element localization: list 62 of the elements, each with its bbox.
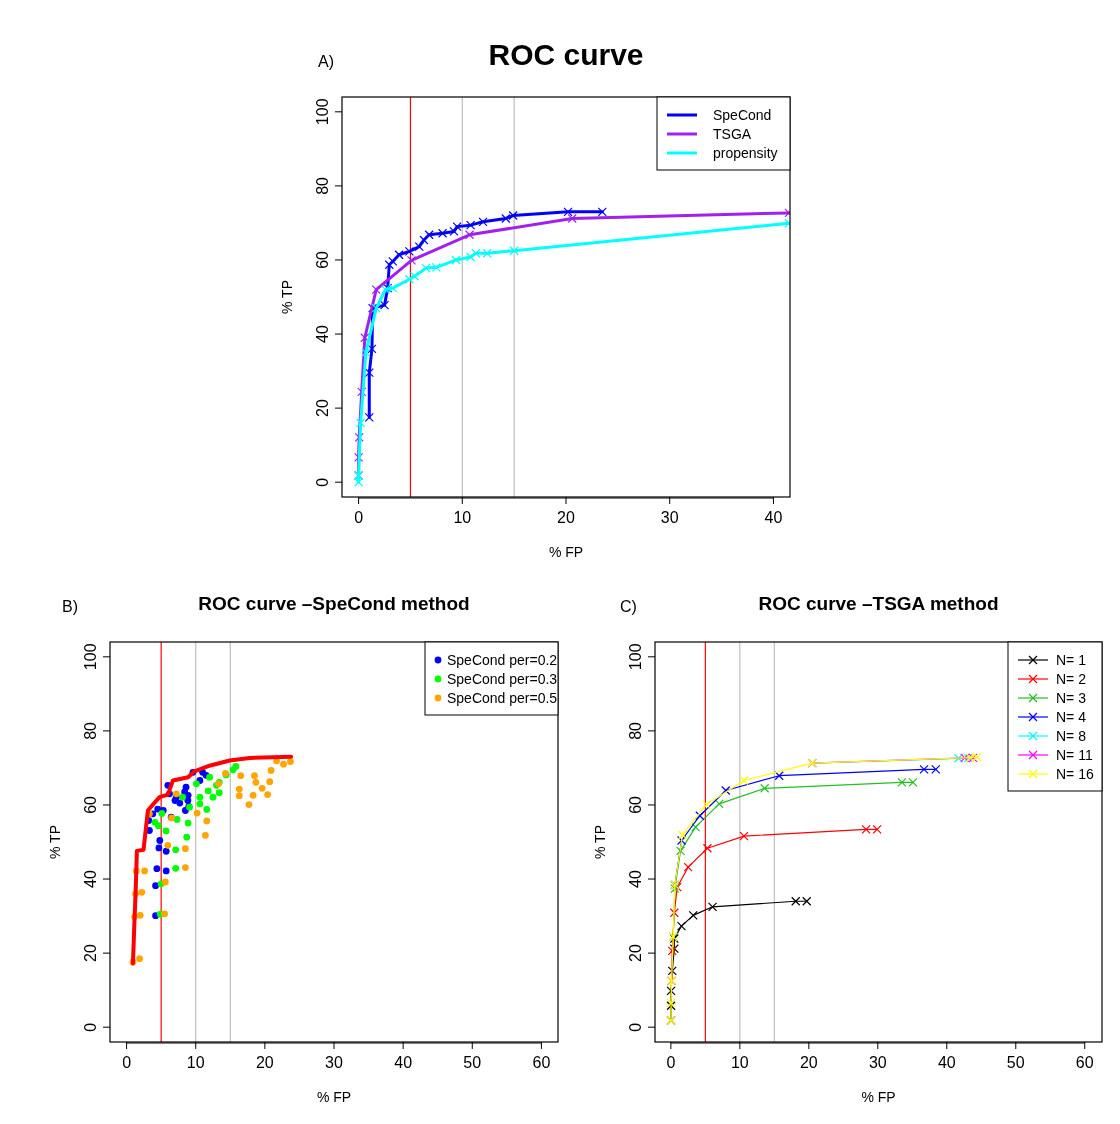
text: B)	[62, 598, 78, 615]
chart-title: ROC curve –SpeCond method	[198, 593, 470, 614]
x-tick-label: 10	[730, 1054, 749, 1071]
x-tick-label: 10	[453, 509, 472, 526]
y-tick-label: 80	[627, 721, 644, 740]
x-tick-label: 20	[255, 1054, 274, 1071]
y-tick-label: 20	[627, 944, 644, 963]
legend-label: SpeCond per=0.5	[447, 690, 558, 706]
chart-title: ROC curve –TSGA method	[758, 593, 999, 614]
y-tick-label: 100	[314, 98, 331, 126]
x-tick-label: 60	[532, 1054, 551, 1071]
y-tick-label: 40	[627, 870, 644, 888]
x-axis-title: % FP	[861, 1089, 896, 1105]
x-tick-label: 50	[463, 1054, 482, 1071]
y-axis-title: % TP	[279, 280, 295, 314]
legend-label: N= 16	[1056, 766, 1094, 782]
y-axis-title: % TP	[592, 825, 608, 859]
legend-label: TSGA	[713, 126, 752, 142]
y-tick-label: 0	[627, 1022, 644, 1032]
y-tick-label: 60	[82, 795, 99, 814]
y-tick-label: 100	[82, 643, 99, 671]
x-tick-label: 40	[394, 1054, 413, 1071]
x-axis-title: % FP	[316, 1089, 352, 1105]
x-tick-label: 0	[354, 509, 364, 526]
x-tick-label: 50	[1006, 1054, 1025, 1071]
x-tick-label: 40	[937, 1054, 956, 1071]
x-tick-label: 60	[1075, 1054, 1094, 1071]
text: A)	[318, 53, 334, 70]
y-tick-label: 80	[314, 176, 331, 195]
y-tick-label: 80	[82, 721, 99, 740]
legend-label: N= 2	[1056, 671, 1087, 687]
y-tick-label: 20	[82, 944, 99, 963]
legend-label: N= 8	[1056, 728, 1087, 744]
y-tick-label: 40	[82, 870, 99, 888]
x-tick-label: 10	[186, 1054, 205, 1071]
x-tick-label: 20	[799, 1054, 818, 1071]
y-tick-label: 60	[627, 795, 644, 814]
x-tick-label: 30	[325, 1054, 343, 1071]
text: C)	[620, 598, 637, 615]
y-tick-label: 60	[314, 250, 331, 269]
y-tick-label: 0	[82, 1022, 99, 1032]
x-tick-label: 30	[868, 1054, 887, 1071]
legend-label: N= 1	[1056, 652, 1087, 668]
legend-label: SpeCond per=0.2	[447, 652, 558, 668]
y-tick-label: 0	[314, 477, 331, 487]
x-tick-label: 20	[557, 509, 575, 526]
x-tick-label: 0	[122, 1054, 132, 1071]
y-tick-label: 40	[314, 325, 331, 343]
legend-label: N= 4	[1056, 709, 1087, 725]
legend-label: propensity	[713, 145, 778, 161]
y-axis-title: % TP	[47, 825, 63, 859]
x-tick-label: 30	[660, 509, 679, 526]
legend-label: SpeCond per=0.3	[447, 671, 558, 687]
x-axis-title: % FP	[548, 544, 584, 560]
legend-label: SpeCond	[713, 107, 772, 123]
y-tick-label: 100	[627, 643, 644, 671]
legend-label: N= 11	[1056, 747, 1093, 763]
x-tick-label: 0	[666, 1054, 676, 1071]
legend-label: N= 3	[1056, 690, 1087, 706]
x-tick-label: 40	[764, 509, 783, 526]
chart-title: ROC curve	[488, 38, 644, 71]
y-tick-label: 20	[314, 399, 331, 418]
